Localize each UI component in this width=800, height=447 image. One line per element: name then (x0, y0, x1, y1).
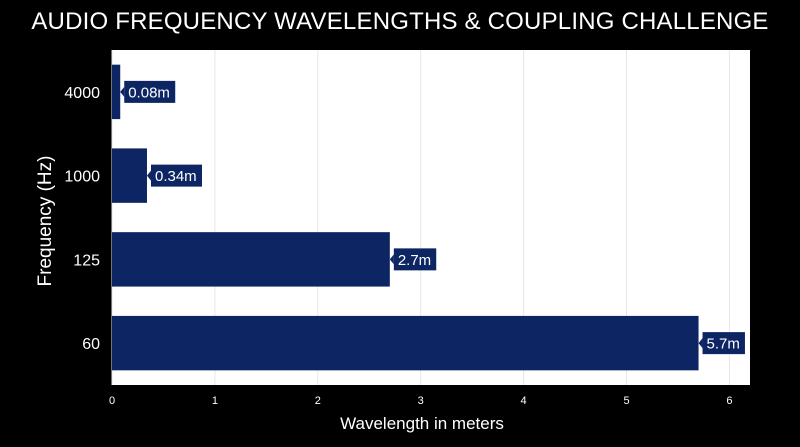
data-label: 5.7m (707, 336, 740, 353)
bar-125 (112, 232, 390, 287)
data-label: 0.34m (155, 168, 197, 185)
data-label-pointer (146, 170, 151, 181)
x-axis-label: Wavelength in meters (340, 414, 504, 433)
x-tick-label: 1 (212, 395, 218, 407)
x-tick-label: 6 (726, 395, 732, 407)
chart-title: AUDIO FREQUENCY WAVELENGTHS & COUPLING C… (31, 8, 769, 35)
x-tick-label: 5 (623, 395, 629, 407)
x-tick-label: 0 (109, 395, 115, 407)
data-label-box (393, 248, 437, 271)
y-tick-label: 60 (82, 336, 100, 353)
data-label: 0.08m (128, 84, 170, 101)
x-tick-label: 2 (315, 395, 321, 407)
bar-4000 (112, 64, 121, 120)
y-tick-label: 1000 (64, 169, 100, 186)
data-label-pointer (120, 86, 125, 97)
data-label-box (702, 332, 745, 355)
data-label-box (124, 80, 176, 103)
data-label: 2.7m (398, 252, 431, 269)
bar-60 (112, 315, 699, 371)
y-tick-label: 4000 (64, 85, 100, 102)
bar-1000 (112, 148, 147, 203)
y-tick-label: 125 (73, 252, 100, 269)
data-label-box (150, 164, 202, 187)
data-label-pointer (389, 254, 394, 265)
x-tick-label: 3 (418, 395, 424, 407)
data-label-pointer (698, 338, 703, 349)
x-tick-label: 4 (521, 395, 527, 407)
